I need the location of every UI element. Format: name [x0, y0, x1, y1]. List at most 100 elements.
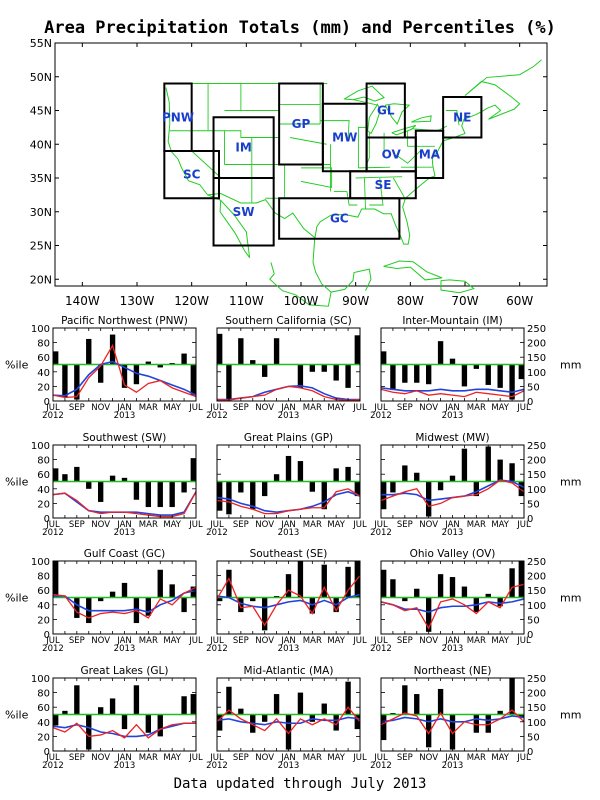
x-tick-label: SEP	[397, 636, 413, 646]
right-tick-label: 150	[527, 353, 546, 364]
x-year-label: 2012	[206, 644, 228, 654]
percentile-bar	[97, 364, 104, 383]
percentile-bar	[181, 696, 187, 715]
monthly-precip-line	[52, 343, 197, 399]
x-tick-label: JUL	[516, 636, 531, 646]
percentile-bar	[217, 481, 223, 511]
percentile-bar	[62, 474, 68, 482]
percentile-bar	[226, 364, 232, 400]
mm-axis-label: mm	[560, 359, 581, 372]
right-tick-label: 100	[527, 601, 546, 612]
region-label-gp: GP	[292, 117, 311, 131]
x-tick-label: MAY	[327, 403, 345, 413]
x-tick-label: NOV	[91, 636, 110, 646]
x-year-label: 2013	[278, 761, 300, 771]
percentile-bar	[109, 698, 116, 715]
state-border	[353, 99, 378, 106]
panel-title: Southeast (SE)	[250, 548, 328, 560]
x-tick-label: NOV	[255, 403, 274, 413]
percentile-bar	[226, 686, 232, 715]
percentile-bar	[53, 351, 59, 365]
percentile-bar	[509, 678, 515, 715]
x-tick-label: MAY	[491, 520, 509, 530]
right-tick-label: 250	[527, 324, 546, 335]
percentile-bar	[121, 477, 128, 482]
region-label-mw: MW	[332, 131, 357, 145]
percentile-bar	[485, 714, 491, 733]
chart-panels: Pacific Northwest (PNW) JUL SEP NOV JAN MAR MA…	[5, 315, 581, 771]
left-tick-label: 40	[37, 718, 50, 729]
map-lat-label: 40N	[30, 138, 52, 151]
map-lat-label: 45N	[30, 105, 52, 118]
percentile-bar	[485, 593, 491, 598]
left-tick-label: 100	[31, 441, 50, 452]
percentile-bar	[497, 597, 503, 607]
percentile-bar	[297, 561, 304, 598]
x-year-label: 2013	[278, 411, 300, 421]
percentile-bar	[145, 361, 152, 365]
percentile-bar	[345, 681, 351, 715]
x-tick-label: JAN	[116, 403, 132, 413]
percentile-bar	[181, 481, 187, 493]
map-lon-label: 70W	[451, 294, 478, 308]
percentile-bar	[297, 364, 304, 388]
percentile-bar	[250, 360, 256, 365]
x-tick-label: JUL	[188, 753, 203, 763]
right-tick-label: 100	[527, 368, 546, 379]
percentile-bar	[414, 588, 420, 598]
x-year-label: 2012	[42, 644, 64, 654]
x-tick-label: MAY	[327, 520, 345, 530]
x-tick-label: JUL	[516, 753, 531, 763]
region-label-gl: GL	[377, 104, 395, 118]
mean-precip-line	[216, 593, 361, 609]
percentile-bar	[497, 459, 503, 482]
monthly-precip-line	[52, 722, 196, 739]
right-tick-label: 100	[527, 485, 546, 496]
percentile-bar	[473, 714, 480, 733]
mm-axis-label: mm	[560, 709, 581, 722]
right-tick-label: 200	[527, 572, 546, 583]
left-tick-label: 0	[44, 514, 50, 525]
left-tick-label: 100	[31, 557, 50, 568]
percentile-bar	[333, 468, 339, 482]
percentile-bar	[509, 364, 515, 400]
percentile-bar	[181, 597, 187, 613]
region-box-ma	[414, 129, 445, 179]
panel-gp: Great Plains (GP)JUL SEP NOV JAN MAR MAY JUL20…	[206, 432, 367, 538]
region-label-ov: OV	[382, 147, 402, 161]
map-lon-label: 90W	[342, 294, 369, 308]
state-border	[346, 191, 358, 206]
percentile-bar	[250, 597, 256, 602]
x-tick-label: NOV	[255, 636, 274, 646]
percentile-bar	[333, 364, 339, 381]
percentile-bar	[273, 694, 280, 715]
left-tick-label: 60	[37, 470, 50, 481]
x-year-label: 2013	[114, 761, 136, 771]
x-year-label: 2012	[42, 528, 64, 538]
x-tick-label: MAR	[303, 753, 322, 763]
percentile-bar	[354, 335, 360, 365]
percentile-bar	[309, 364, 316, 372]
left-tick-label: 0	[44, 397, 50, 408]
percentile-bar	[109, 591, 116, 598]
x-tick-label: JUL	[188, 636, 203, 646]
percentile-bar	[461, 448, 468, 482]
percentile-bar	[217, 714, 223, 731]
x-tick-label: JUL	[45, 636, 60, 646]
panel-title: Northeast (NE)	[414, 665, 492, 677]
percentile-bar	[425, 364, 432, 385]
percentile-bar	[473, 481, 480, 497]
left-tick-label: 20	[37, 615, 50, 626]
x-tick-label: NOV	[419, 520, 438, 530]
right-tick-label: 250	[527, 557, 546, 568]
left-tick-label: 40	[37, 601, 50, 612]
panel-ov: Ohio Valley (OV)JUL SEP NOV JAN MAR MAY JUL201…	[370, 548, 581, 654]
right-tick-label: 0	[527, 514, 533, 525]
percentile-bar	[402, 364, 408, 383]
percentile-bar	[157, 714, 163, 737]
percentile-bar	[414, 694, 420, 715]
state-border	[358, 166, 391, 169]
region-label-pnw: PNW	[162, 110, 194, 124]
panel-title: Gulf Coast (GC)	[84, 548, 166, 560]
